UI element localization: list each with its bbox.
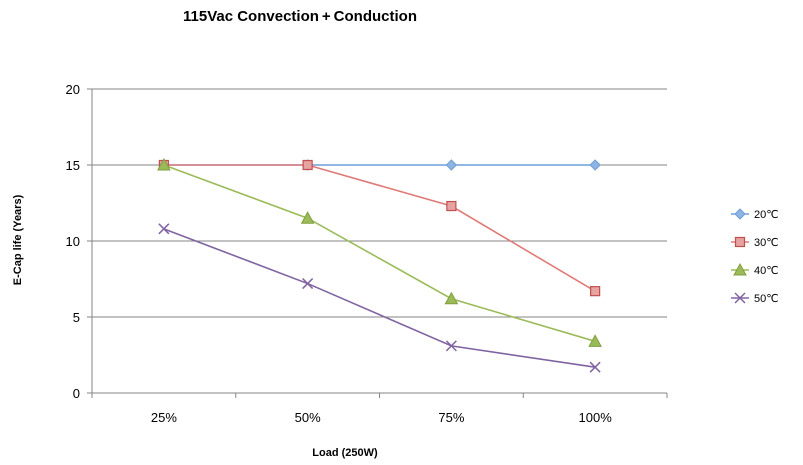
legend-label: 40℃ (754, 265, 779, 277)
legend-item: 20℃ (731, 209, 779, 221)
data-point (446, 160, 456, 170)
legend-label: 30℃ (754, 237, 779, 249)
data-point (447, 202, 456, 211)
x-axis-label: Load (250W) (312, 447, 378, 459)
legend-item: 40℃ (731, 264, 779, 277)
legend-label: 50℃ (754, 293, 779, 305)
data-point (159, 224, 169, 234)
data-point (445, 293, 457, 304)
chart-title: 115Vac Convection + Conduction (183, 8, 417, 25)
series-2 (159, 161, 599, 296)
axes (87, 89, 667, 398)
legend-label: 20℃ (754, 209, 779, 221)
y-tick-labels: 0 5 10 15 20 (66, 82, 80, 401)
y-tick-label: 10 (66, 234, 80, 249)
x-tick-label: 75% (438, 410, 464, 425)
data-point (591, 287, 600, 296)
series-4 (159, 224, 600, 372)
x-tick-label: 100% (579, 410, 613, 425)
data-point (590, 160, 600, 170)
y-tick-label: 5 (73, 310, 80, 325)
x-tick-label: 25% (151, 410, 177, 425)
x-tick-label: 50% (295, 410, 321, 425)
series-line (164, 229, 595, 367)
data-point (303, 161, 312, 170)
legend-item: 50℃ (731, 293, 779, 305)
series-group (158, 159, 601, 372)
series-line (164, 165, 595, 291)
y-axis-label: E-Cap life (Years) (12, 194, 24, 285)
y-tick-label: 0 (73, 386, 80, 401)
data-point (302, 212, 314, 223)
y-tick-label: 20 (66, 82, 80, 97)
legend-marker (736, 238, 745, 247)
x-tick-labels: 25% 50% 75% 100% (151, 410, 612, 425)
legend: 20℃ 30℃ 40℃ 50℃ (731, 209, 779, 305)
legend-item: 30℃ (731, 237, 779, 249)
data-point (303, 279, 313, 289)
y-tick-label: 15 (66, 158, 80, 173)
legend-marker (735, 209, 745, 219)
